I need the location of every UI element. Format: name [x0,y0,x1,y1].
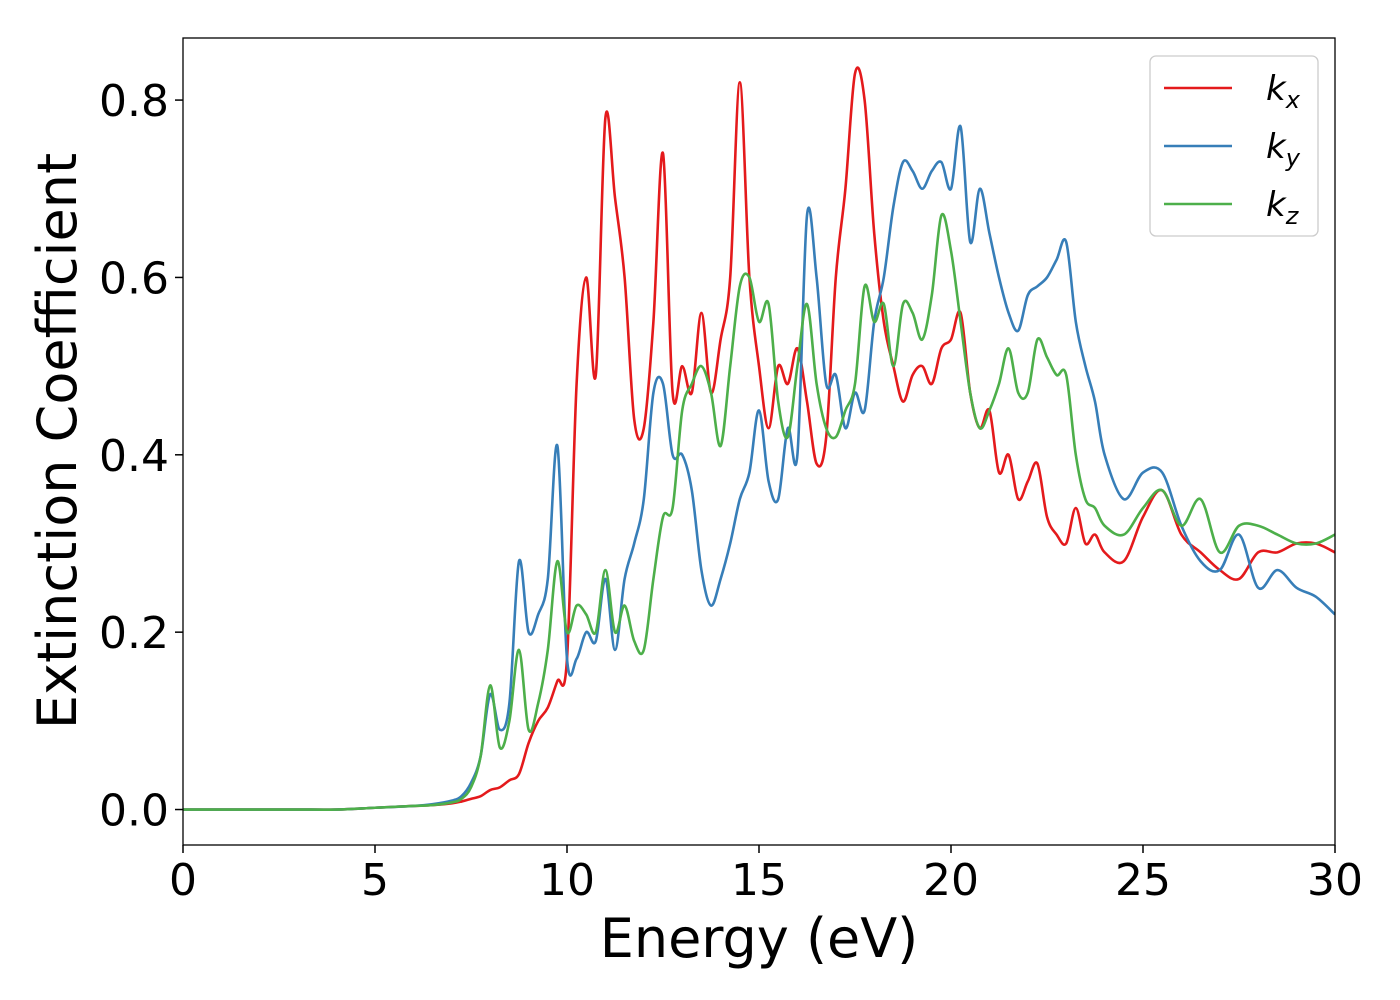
data-line [183,124,1335,811]
legend-label: ky [1266,127,1301,172]
x-tick-label: 10 [539,855,595,906]
x-tick-label: 15 [731,855,787,906]
y-axis-label: Extinction Coefficient [26,153,89,729]
data-line [183,212,1335,811]
y-tick-label: 0.4 [99,431,169,482]
y-tick-label: 0.2 [99,608,169,659]
y-tick-label: 0.8 [99,76,169,127]
x-tick-label: 25 [1115,855,1171,906]
x-tick-label: 20 [923,855,979,906]
y-tick-label: 0.6 [99,253,169,304]
x-tick-label: 30 [1307,855,1363,906]
legend-label: kx [1266,69,1301,114]
x-axis-label: Energy (eV) [600,907,919,970]
legend-label: kz [1266,185,1300,230]
data-line [183,66,1335,811]
legend-box [1149,55,1319,237]
plot-frame [182,37,1336,846]
x-tick-label: 5 [361,855,389,906]
y-tick-label: 0.0 [99,786,169,837]
x-tick-label: 0 [169,855,197,906]
